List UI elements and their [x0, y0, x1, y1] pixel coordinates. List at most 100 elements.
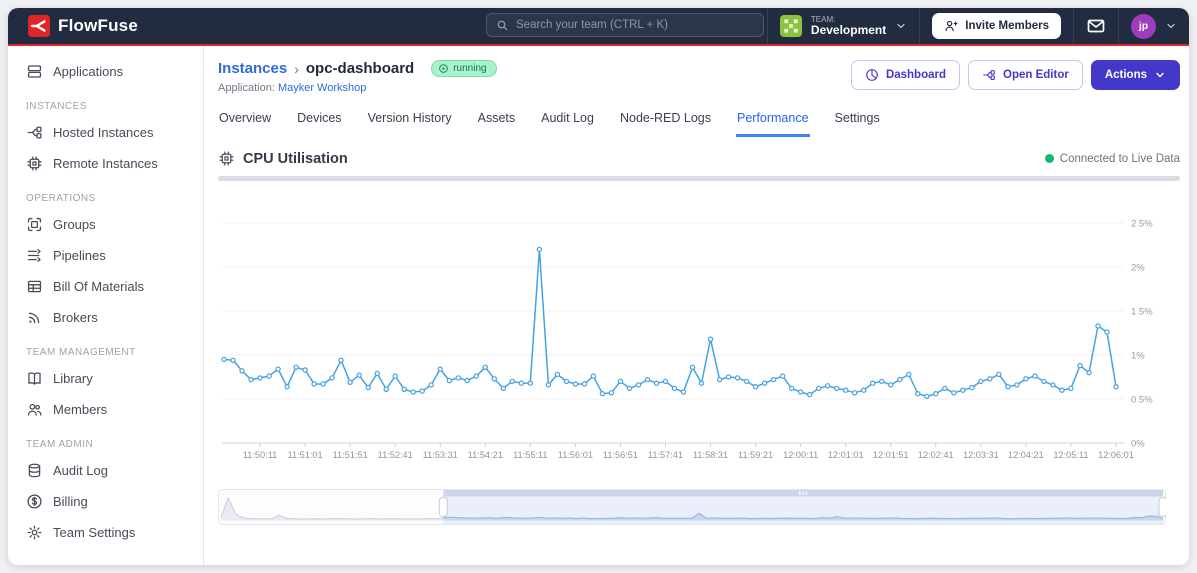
open-editor-button[interactable]: Open Editor: [968, 60, 1083, 90]
data-point-marker: [698, 380, 705, 386]
data-point-marker: [437, 366, 443, 372]
data-point-marker: [761, 380, 768, 386]
user-menu[interactable]: jp: [1118, 8, 1189, 44]
flowfuse-logo[interactable]: FlowFuse: [28, 15, 138, 37]
data-point-marker: [239, 368, 245, 374]
tab-node-red-logs[interactable]: Node-RED Logs: [619, 111, 711, 125]
data-point-marker: [545, 382, 552, 388]
y-axis-label: 2%: [1131, 262, 1145, 273]
invite-members-button[interactable]: Invite Members: [932, 13, 1061, 39]
application-link[interactable]: Mayker Workshop: [277, 82, 367, 94]
data-point-marker: [752, 383, 759, 390]
data-point-marker: [266, 373, 272, 379]
data-point-marker: [401, 386, 407, 392]
tab-version-history[interactable]: Version History: [367, 111, 452, 125]
live-status-label: Connected to Live Data: [1059, 152, 1180, 165]
main-content: Instances › opc-dashboard running Applic…: [204, 46, 1189, 565]
team-label: TEAM:: [810, 14, 836, 24]
data-point-marker: [356, 372, 362, 378]
brokers-icon: [28, 312, 40, 324]
y-axis-label: 0.5%: [1131, 394, 1153, 405]
tab-performance[interactable]: Performance: [735, 109, 810, 137]
data-point-marker: [689, 364, 696, 370]
data-point-marker: [374, 370, 380, 377]
sidebar-item-label: Audit Log: [53, 463, 108, 478]
data-point-marker: [500, 385, 506, 392]
data-point-marker: [987, 376, 993, 382]
data-point-marker: [834, 385, 840, 392]
data-point-marker: [284, 383, 290, 390]
x-axis-label: 12:02:41: [918, 450, 954, 460]
search-input[interactable]: [516, 19, 754, 31]
tab-overview[interactable]: Overview: [219, 111, 272, 125]
instance-header: Instances › opc-dashboard running Applic…: [218, 60, 497, 94]
tab-audit-log[interactable]: Audit Log: [541, 111, 594, 125]
data-point-marker: [446, 377, 452, 384]
sidebar-item-members[interactable]: Members: [8, 394, 203, 425]
sidebar-item-brokers[interactable]: Brokers: [8, 302, 203, 333]
data-point-marker: [329, 375, 335, 381]
navigator-handle-left[interactable]: [438, 497, 448, 517]
data-point-marker: [852, 390, 858, 396]
data-point-marker: [491, 376, 497, 382]
sidebar-item-label: Brokers: [53, 310, 98, 325]
x-axis-label: 12:05:11: [1053, 450, 1088, 460]
breadcrumb: Instances › opc-dashboard running: [218, 60, 497, 77]
data-point-marker: [320, 381, 326, 387]
cpu-utilisation-chart[interactable]: 0% 0.5% 1% 1.5% 2% 2.5% 11:50:11 11:51:01 11:51:…: [218, 183, 1180, 473]
data-point-marker: [311, 381, 317, 387]
sidebar-item-bill-of-materials[interactable]: Bill Of Materials: [8, 271, 203, 302]
data-point-marker: [1068, 385, 1074, 392]
sidebar-item-label: Applications: [53, 64, 124, 79]
sidebar-item-billing[interactable]: Billing: [8, 486, 203, 517]
sidebar-item-library[interactable]: Library: [8, 363, 203, 394]
data-point-marker: [1050, 382, 1056, 388]
pipelines-icon: [27, 249, 41, 262]
sidebar-item-pipelines[interactable]: Pipelines: [8, 240, 203, 271]
tab-assets[interactable]: Assets: [477, 111, 516, 125]
sidebar-item-remote-instances[interactable]: Remote Instances: [8, 148, 203, 179]
data-point-marker: [861, 387, 867, 393]
actions-button[interactable]: Actions: [1090, 60, 1180, 90]
dashboard-button[interactable]: Dashboard: [850, 60, 961, 90]
chevron-down-icon: [897, 23, 905, 29]
data-point-marker: [951, 390, 957, 396]
data-point-marker: [825, 383, 831, 389]
chart-range-navigator[interactable]: [218, 489, 1166, 526]
x-axis-label: 11:50:11: [243, 450, 277, 460]
x-axis-label: 12:03:31: [963, 450, 999, 460]
data-point-marker: [788, 385, 795, 392]
data-point-marker: [816, 385, 822, 392]
breadcrumb-instances-link[interactable]: Instances: [218, 60, 288, 77]
sidebar-item-hosted-instances[interactable]: Hosted Instances: [8, 117, 203, 148]
data-point-marker: [644, 376, 651, 383]
x-axis-label: 12:06:01: [1098, 450, 1134, 460]
data-point-marker: [1059, 387, 1065, 393]
sidebar-item-groups[interactable]: Groups: [8, 209, 203, 240]
data-point-marker: [707, 336, 714, 342]
x-axis-label: 11:53:31: [423, 450, 458, 460]
x-axis-label: 12:01:51: [873, 450, 909, 460]
data-point-marker: [419, 388, 425, 394]
chevron-down-icon: [1167, 23, 1175, 29]
data-point-marker: [969, 384, 975, 391]
data-point-marker: [843, 387, 849, 393]
tab-devices[interactable]: Devices: [297, 111, 342, 125]
navigator-handle-right[interactable]: [1158, 497, 1166, 517]
sidebar-item-applications[interactable]: Applications: [8, 56, 203, 87]
data-point-marker: [942, 385, 948, 392]
team-switcher[interactable]: TEAM: Development: [766, 8, 919, 44]
sidebar: Applications INSTANCES Hosted Instances Rem…: [8, 46, 204, 565]
sidebar-item-team-settings[interactable]: Team Settings: [8, 517, 203, 548]
team-settings-icon: [27, 525, 42, 540]
tab-settings[interactable]: Settings: [834, 111, 880, 125]
sidebar-item-audit-log[interactable]: Audit Log: [8, 455, 203, 486]
notifications-button[interactable]: [1073, 8, 1118, 44]
x-axis-label: 11:57:41: [648, 450, 683, 460]
play-icon: [439, 64, 449, 73]
sidebar-item-label: Members: [53, 402, 108, 417]
top-navbar: FlowFuse TEAM: Development Invite Mem: [8, 8, 1189, 46]
bill-of-materials-icon: [27, 280, 42, 293]
data-point-marker: [870, 380, 876, 386]
team-search[interactable]: [486, 13, 764, 37]
